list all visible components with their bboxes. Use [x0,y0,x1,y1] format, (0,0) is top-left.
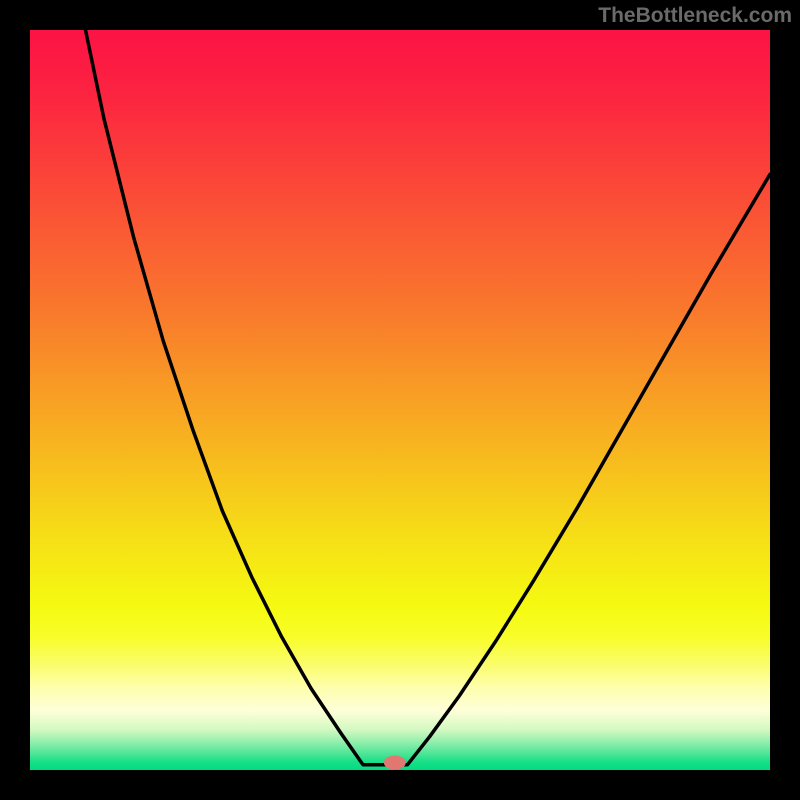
bottleneck-chart [0,0,800,800]
plot-border [0,770,800,800]
watermark-text: TheBottleneck.com [598,4,792,28]
plot-border [0,30,30,770]
plot-border [770,30,800,770]
optimum-marker [384,756,406,770]
plot-background [30,30,770,770]
chart-container: TheBottleneck.com [0,0,800,800]
